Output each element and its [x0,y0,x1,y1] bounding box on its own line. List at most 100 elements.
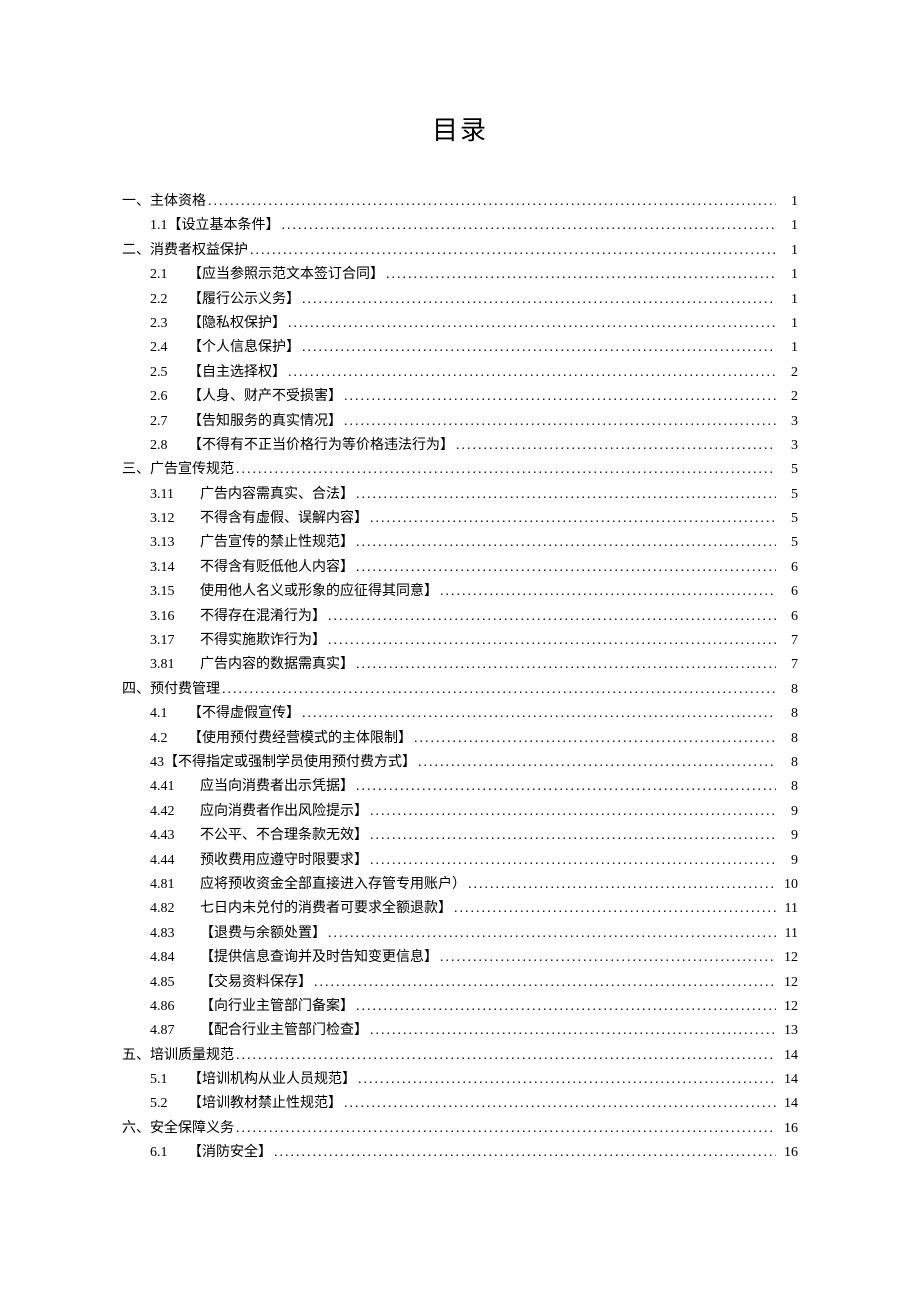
toc-entry-label: 43【不得指定或强制学员使用预付费方式】 [150,756,416,770]
toc-entry-label: 3.12不得含有虚假、误解内容】 [150,512,368,526]
toc-entry-text: 七日内未兑付的消费者可要求全额退款】 [200,901,452,916]
toc-entry-text: 不公平、不合理条款无效】 [200,828,368,843]
toc-entry-label: 4.87【配合行业主管部门检查】 [150,1024,368,1038]
toc-entry-page: 5 [778,488,798,502]
toc-leader-dots [302,293,776,307]
toc-entry-page: 8 [778,707,798,721]
toc-leader-dots [208,195,776,209]
toc-entry-label: 6.1【消防安全】 [150,1146,272,1160]
toc-entry-number: 3.17 [150,634,200,648]
toc-leader-dots [356,488,776,502]
toc-entry-page: 3 [778,439,798,453]
toc-entry-text: 【告知服务的真实情况】 [188,414,342,429]
toc-entry: 2.1【应当参照示范文本签订合同】1 [122,268,798,282]
toc-entry-label: 4.81应将预收资金全部直接进入存管专用账户） [150,878,466,892]
toc-entry-label: 4.84【提供信息查询并及时告知变更信息】 [150,951,438,965]
toc-leader-dots [282,219,777,233]
toc-entry-page: 3 [778,415,798,429]
toc-entry-number: 2.1 [150,268,188,282]
toc-leader-dots [250,244,776,258]
toc-entry-text: 五、培训质量规范 [122,1048,234,1063]
toc-entry: 4.85【交易资料保存】12 [122,976,798,990]
toc-entry-page: 14 [778,1097,798,1111]
toc-leader-dots [418,756,776,770]
toc-entry-number: 3.11 [150,488,200,502]
toc-entry-label: 2.4【个人信息保护】 [150,341,300,355]
toc-entry: 2.2【履行公示义务】1 [122,293,798,307]
toc-entry: 二、消费者权益保护 1 [122,244,798,258]
toc-entry: 2.3【隐私权保护】 1 [122,317,798,331]
toc-entry: 4.43不公平、不合理条款无效】9 [122,829,798,843]
toc-entry-label: 5.1【培训机构从业人员规范】 [150,1073,356,1087]
toc-entry-text: 【隐私权保护】 [188,316,286,331]
toc-entry-page: 6 [778,610,798,624]
toc-entry-number: 3.13 [150,536,200,550]
toc-entry-number: 5.2 [150,1097,188,1111]
toc-entry-text: 【配合行业主管部门检查】 [200,1023,368,1038]
toc-entry-number: 6.1 [150,1146,188,1160]
toc-entry-page: 1 [778,268,798,282]
toc-entry-label: 4.44预收费用应遵守时限要求】 [150,854,368,868]
toc-entry-page: 9 [778,805,798,819]
toc-entry-page: 1 [778,244,798,258]
toc-leader-dots [356,536,776,550]
toc-entry-label: 一、主体资格 [122,195,206,209]
toc-entry-text: 【消防安全】 [188,1145,272,1160]
toc-entry-label: 4.1【不得虚假宣传】 [150,707,300,721]
toc-entry: 六、安全保障义务16 [122,1122,798,1136]
toc-entry-text: 【培训机构从业人员规范】 [188,1072,356,1087]
toc-entry: 3.81广告内容的数据需真实】7 [122,658,798,672]
toc-entry-page: 1 [778,293,798,307]
table-of-contents: 一、主体资格11.1【设立基本条件】1二、消费者权益保护12.1【应当参照示范文… [122,195,798,1160]
toc-leader-dots [344,390,776,404]
toc-entry-label: 2.7【告知服务的真实情况】 [150,415,342,429]
toc-entry-page: 1 [778,317,798,331]
toc-entry: 4.84【提供信息查询并及时告知变更信息】12 [122,951,798,965]
toc-leader-dots [454,902,776,916]
toc-entry-number: 2.7 [150,415,188,429]
toc-entry-text: 广告内容需真实、合法】 [200,487,354,502]
page-title: 目录 [122,110,798,147]
toc-entry-page: 7 [778,634,798,648]
toc-entry-number: 4.43 [150,829,200,843]
toc-entry-page: 1 [778,195,798,209]
toc-leader-dots [328,927,776,941]
toc-entry: 四、预付费管理8 [122,683,798,697]
toc-entry: 4.83【退费与余额处置】11 [122,927,798,941]
toc-entry: 3.15使用他人名义或形象的应征得其同意】6 [122,585,798,599]
toc-entry: 3.16不得存在混淆行为】 6 [122,610,798,624]
toc-entry-label: 2.3【隐私权保护】 [150,317,286,331]
toc-entry-page: 1 [778,341,798,355]
toc-entry-text: 【自主选择权】 [188,365,286,380]
toc-leader-dots [288,366,776,380]
toc-entry: 3.14不得含有贬低他人内容】 6 [122,561,798,575]
toc-entry-number: 2.5 [150,366,188,380]
toc-entry-number: 3.14 [150,561,200,575]
toc-entry-page: 10 [778,878,798,892]
toc-entry-page: 12 [778,1000,798,1014]
toc-entry: 五、培训质量规范14 [122,1049,798,1063]
toc-entry-number: 4.85 [150,976,200,990]
toc-entry-number: 2.2 [150,293,188,307]
toc-entry-page: 9 [778,854,798,868]
toc-leader-dots [314,976,776,990]
toc-entry-text: 二、消费者权益保护 [122,243,248,258]
toc-entry: 2.5【自主选择权】2 [122,366,798,380]
toc-leader-dots [274,1146,776,1160]
toc-leader-dots [370,512,776,526]
toc-entry-text: 预收费用应遵守时限要求】 [200,853,368,868]
toc-entry-text: 43【不得指定或强制学员使用预付费方式】 [150,755,416,770]
toc-entry: 4.81应将预收资金全部直接进入存管专用账户） 10 [122,878,798,892]
toc-leader-dots [302,341,776,355]
toc-entry-label: 4.83【退费与余额处置】 [150,927,326,941]
toc-entry-text: 【不得有不正当价格行为等价格违法行为】 [188,438,454,453]
toc-entry-label: 3.16不得存在混淆行为】 [150,610,326,624]
toc-leader-dots [328,634,776,648]
toc-entry-text: 不得实施欺诈行为】 [200,633,326,648]
toc-entry-text: 不得含有贬低他人内容】 [200,560,354,575]
toc-entry-page: 6 [778,561,798,575]
toc-entry: 3.12不得含有虚假、误解内容】5 [122,512,798,526]
toc-entry-number: 3.15 [150,585,200,599]
toc-entry: 4.82七日内未兑付的消费者可要求全额退款】11 [122,902,798,916]
toc-entry-text: 【使用预付费经营模式的主体限制】 [188,731,412,746]
